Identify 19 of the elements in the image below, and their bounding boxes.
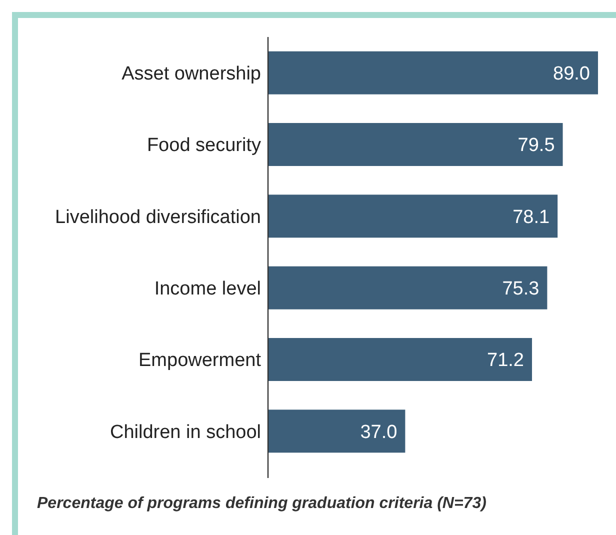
- y-tick-label: Asset ownership: [122, 63, 261, 84]
- bar: [268, 338, 532, 381]
- data-label: 71.2: [487, 350, 524, 372]
- y-tick-label: Children in school: [110, 422, 261, 443]
- data-label: 78.1: [512, 206, 550, 228]
- data-label: 75.3: [502, 278, 540, 300]
- bar: [268, 194, 558, 238]
- bar: [268, 266, 548, 310]
- y-tick-label: Empowerment: [138, 350, 262, 372]
- bar: [268, 51, 598, 94]
- y-tick-label: Food security: [146, 135, 262, 156]
- bar: [268, 410, 406, 453]
- bar: [268, 123, 563, 166]
- y-tick-label: Livelihood diversification: [55, 206, 261, 228]
- y-tick-label: Income level: [154, 278, 261, 300]
- data-label: 89.0: [553, 63, 590, 84]
- data-label: 79.5: [518, 135, 555, 156]
- data-label: 37.0: [360, 422, 398, 443]
- text: Percentage of programs defining graduation criteria (N=73): [37, 495, 486, 512]
